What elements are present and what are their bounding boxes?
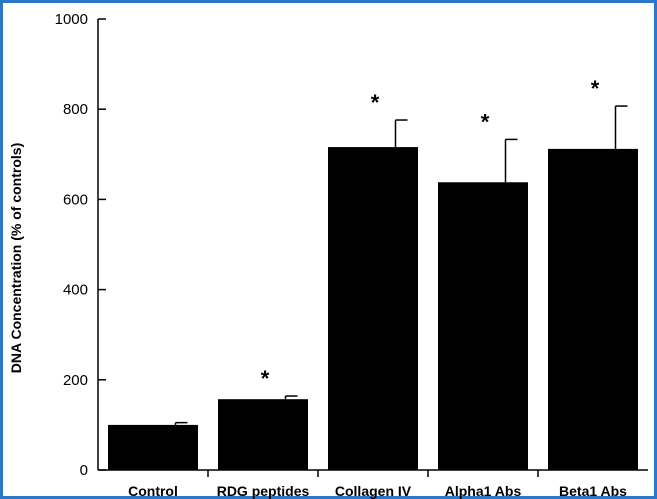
significance-marker: * bbox=[591, 76, 600, 101]
bars bbox=[108, 105, 638, 471]
bar bbox=[548, 148, 638, 470]
y-tick-label: 0 bbox=[80, 462, 88, 479]
bar bbox=[438, 182, 528, 470]
significance-marker: * bbox=[261, 366, 270, 391]
bar bbox=[108, 424, 198, 470]
y-tick-label: 400 bbox=[63, 282, 88, 299]
x-category-label: Collagen IV bbox=[335, 483, 412, 499]
y-tick-label: 200 bbox=[63, 372, 88, 389]
x-category-label: Beta1 Abs bbox=[559, 483, 627, 499]
significance-marker: * bbox=[371, 90, 380, 115]
x-category-label: RDG peptides bbox=[217, 483, 310, 499]
y-tick-label: 600 bbox=[63, 191, 88, 208]
labels: 0 200 400 600 800 1000 Control * RDG peptides * Co… bbox=[55, 11, 628, 499]
y-axis-label: DNA Concentration (% of controls) bbox=[8, 143, 24, 373]
significance-marker: * bbox=[481, 109, 490, 134]
y-tick-label: 1000 bbox=[55, 11, 88, 28]
x-category-label: Control bbox=[128, 483, 178, 499]
bar bbox=[218, 399, 308, 470]
y-tick-label: 800 bbox=[63, 101, 88, 118]
bar bbox=[328, 147, 418, 471]
x-category-label: Alpha1 Abs bbox=[445, 483, 522, 499]
